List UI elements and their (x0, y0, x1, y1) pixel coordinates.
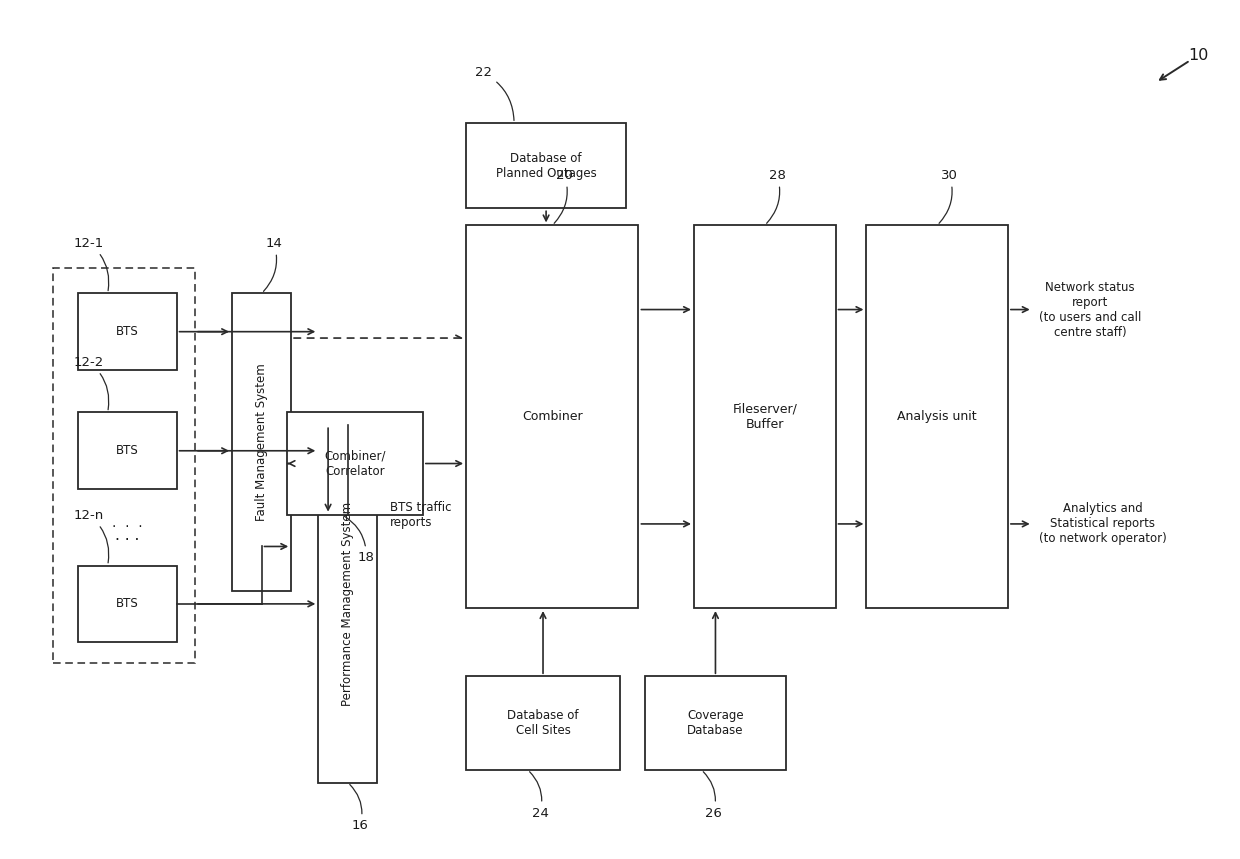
Text: Database of
Cell Sites: Database of Cell Sites (507, 709, 579, 737)
Text: Fileserver/
Buffer: Fileserver/ Buffer (733, 403, 797, 430)
Text: Performance Management System: Performance Management System (341, 502, 355, 706)
Bar (78, 565, 176, 643)
Text: Analysis unit: Analysis unit (898, 411, 977, 423)
Text: Combiner: Combiner (522, 411, 583, 423)
Text: BTS: BTS (117, 597, 139, 611)
Bar (288, 412, 423, 515)
Text: Analytics and
Statistical reports
(to network operator): Analytics and Statistical reports (to ne… (1039, 503, 1167, 545)
Text: · · ·: · · · (115, 533, 140, 547)
Text: BTS: BTS (117, 326, 139, 338)
Text: 28: 28 (766, 168, 785, 223)
Text: BTS: BTS (117, 444, 139, 457)
Bar (232, 294, 291, 591)
Text: 18: 18 (343, 516, 374, 564)
Bar (78, 294, 176, 370)
Bar (78, 412, 176, 489)
Text: Fault Management System: Fault Management System (255, 363, 268, 521)
Bar (466, 225, 639, 608)
Text: 14: 14 (263, 236, 283, 291)
Bar (466, 123, 626, 209)
Text: ·  ·  ·: · · · (112, 521, 143, 534)
Text: BTS traffic
reports: BTS traffic reports (389, 501, 451, 528)
Text: Combiner/
Correlator: Combiner/ Correlator (325, 449, 386, 478)
Text: 12-2: 12-2 (74, 356, 109, 410)
Text: 16: 16 (350, 784, 368, 832)
Text: 22: 22 (475, 66, 515, 120)
Bar (319, 425, 377, 783)
Text: 20: 20 (554, 168, 573, 223)
Bar (867, 225, 1008, 608)
Text: 30: 30 (939, 168, 959, 223)
Text: Database of
Planned Outages: Database of Planned Outages (496, 152, 596, 180)
Bar (53, 268, 195, 663)
Text: 12-n: 12-n (74, 509, 109, 563)
Text: 24: 24 (529, 771, 548, 819)
Bar (694, 225, 836, 608)
Text: 26: 26 (703, 771, 722, 819)
Bar (645, 676, 786, 770)
Text: Coverage
Database: Coverage Database (687, 709, 744, 737)
Text: 12-1: 12-1 (74, 236, 109, 290)
Text: Network status
report
(to users and call
centre staff): Network status report (to users and call… (1039, 281, 1141, 338)
Text: 10: 10 (1189, 48, 1209, 63)
Bar (466, 676, 620, 770)
